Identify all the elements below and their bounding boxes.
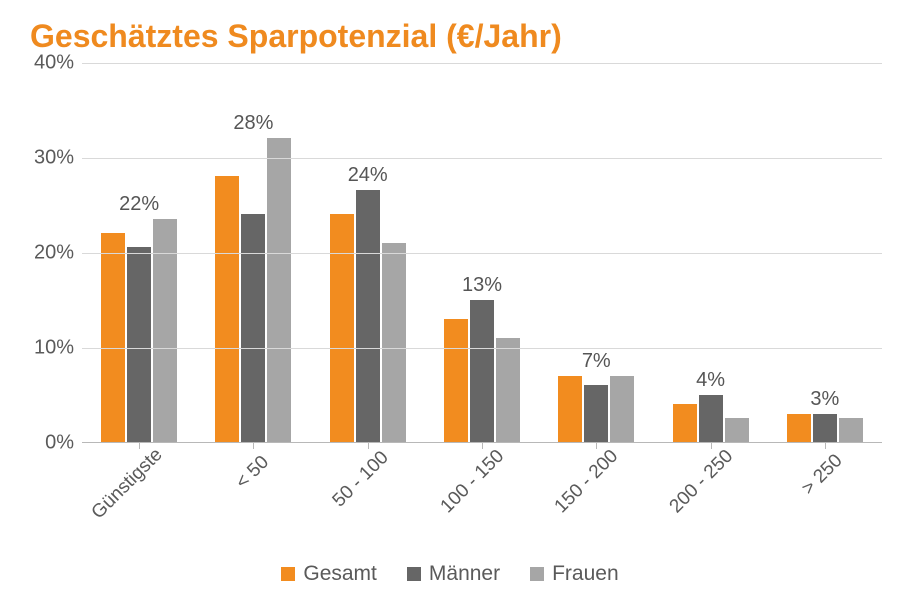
legend-swatch (530, 567, 544, 581)
y-axis: 0%10%20%30%40% (26, 63, 82, 443)
bar (610, 376, 634, 443)
x-tick-label: Günstigste (88, 444, 168, 524)
legend-label: Frauen (552, 562, 619, 586)
bar (101, 233, 125, 442)
bar-value-label: 22% (119, 193, 159, 216)
bar-value-label: 4% (696, 369, 725, 392)
x-tick-label: 200 - 250 (665, 446, 737, 518)
bar-value-label: 24% (348, 164, 388, 187)
x-tick: 50 - 100 (328, 443, 408, 523)
bar (127, 247, 151, 442)
bar-group: 24% (330, 190, 406, 442)
y-tick-label: 0% (45, 432, 74, 455)
bar (699, 395, 723, 443)
bar (839, 418, 863, 442)
bar-group: 7% (558, 376, 634, 443)
x-tick: 100 - 150 (442, 443, 522, 523)
bar (267, 138, 291, 442)
bar (584, 385, 608, 442)
gridline (82, 158, 882, 159)
x-axis: Günstigste < 50 50 - 100 100 - 150 150 - 200… (82, 443, 882, 523)
y-tick-label: 40% (34, 52, 74, 75)
chart-area: 0%10%20%30%40% 22%28%24%13%7%4%3% Günsti… (26, 63, 886, 483)
bar (356, 190, 380, 442)
x-tick: < 50 (213, 443, 293, 523)
bar (330, 214, 354, 442)
legend: Gesamt Männer Frauen (0, 562, 900, 586)
bar-group: 28% (215, 138, 291, 442)
legend-label: Gesamt (303, 562, 377, 586)
bar (787, 414, 811, 443)
bar (673, 404, 697, 442)
bar-group: 3% (787, 414, 863, 443)
bar (470, 300, 494, 443)
bar-group: 13% (444, 300, 520, 443)
chart-title: Geschätztes Sparpotenzial (€/Jahr) (30, 18, 880, 55)
plot-area: 22% 28% 24% 13% 7% 4% 3% (82, 63, 882, 443)
bar-group: 4% (673, 395, 749, 443)
x-tick-label: < 50 (232, 452, 274, 494)
bar (444, 319, 468, 443)
bar (215, 176, 239, 442)
x-tick-label: 50 - 100 (328, 447, 393, 512)
bar (813, 414, 837, 443)
gridline (82, 63, 882, 64)
bar (496, 338, 520, 443)
bar (241, 214, 265, 442)
bar-value-label: 28% (233, 112, 273, 135)
bar-value-label: 7% (582, 350, 611, 373)
legend-item: Gesamt (281, 562, 377, 586)
bar (558, 376, 582, 443)
legend-item: Männer (407, 562, 500, 586)
legend-swatch (281, 567, 295, 581)
legend-label: Männer (429, 562, 500, 586)
bar (382, 243, 406, 443)
x-tick-label: > 250 (798, 450, 848, 500)
bar-value-label: 3% (810, 388, 839, 411)
bar (725, 418, 749, 442)
x-tick: > 250 (785, 443, 865, 523)
x-tick-label: 100 - 150 (437, 446, 509, 518)
gridline (82, 348, 882, 349)
y-tick-label: 30% (34, 147, 74, 170)
gridline (82, 253, 882, 254)
x-tick: 150 - 200 (556, 443, 636, 523)
bar-value-label: 13% (462, 274, 502, 297)
legend-item: Frauen (530, 562, 619, 586)
x-tick-label: 150 - 200 (551, 446, 623, 518)
y-tick-label: 20% (34, 242, 74, 265)
legend-swatch (407, 567, 421, 581)
x-tick: 200 - 250 (671, 443, 751, 523)
x-tick: Günstigste (99, 443, 179, 523)
y-tick-label: 10% (34, 337, 74, 360)
